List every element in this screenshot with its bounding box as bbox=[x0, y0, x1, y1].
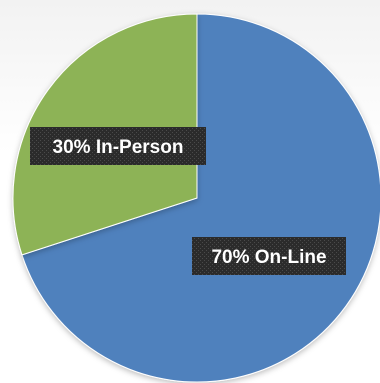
slices-layer bbox=[12, 13, 380, 383]
slice-label-background bbox=[30, 127, 206, 165]
pie-slice-0 bbox=[21, 13, 380, 383]
slice-label-text: 70% On-Line bbox=[211, 247, 326, 268]
slice-label-text: 30% In-Person bbox=[53, 137, 184, 158]
slice-label-background bbox=[192, 237, 346, 275]
slice-label-0: 70% On-Line bbox=[192, 237, 346, 275]
slice-label-1: 30% In-Person bbox=[30, 127, 206, 165]
labels-layer: 70% On-Line 30% In-Person bbox=[30, 127, 346, 275]
